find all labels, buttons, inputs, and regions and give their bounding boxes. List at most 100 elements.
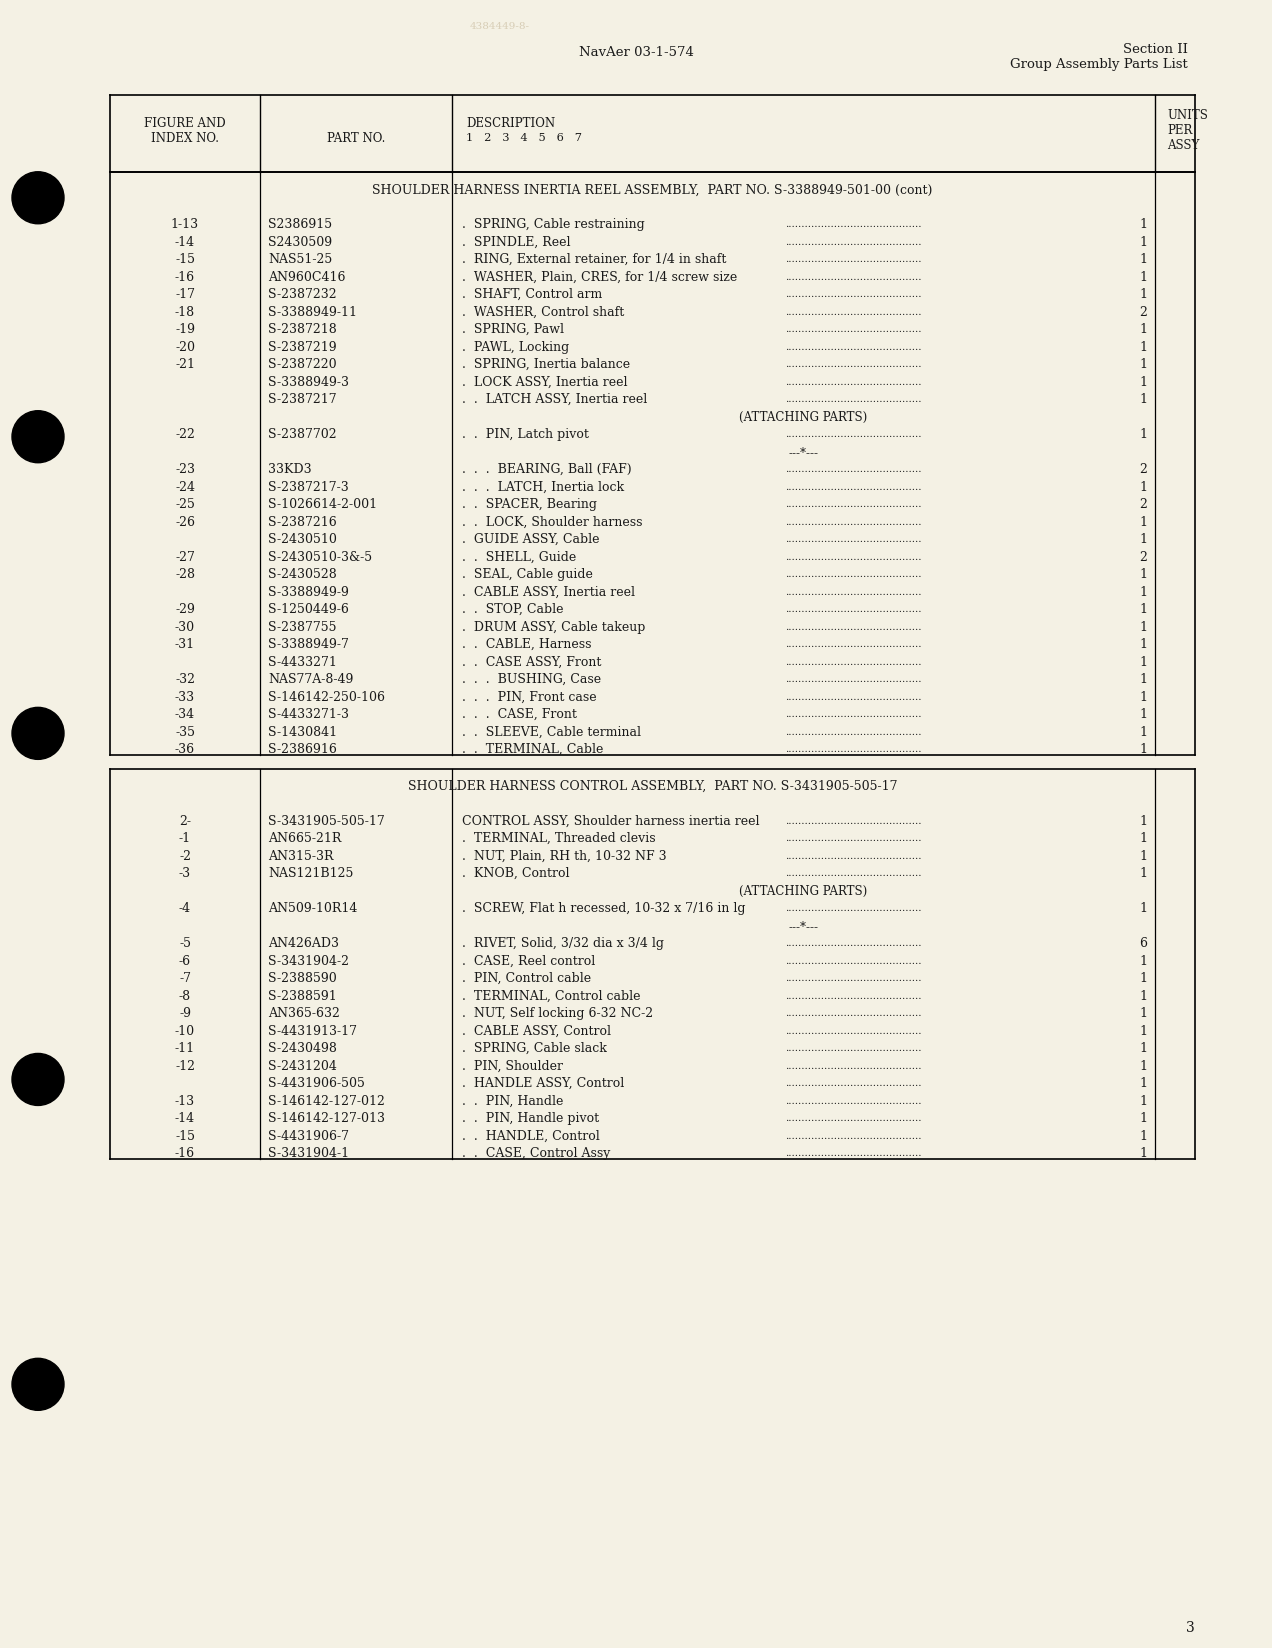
Text: 1: 1 (1138, 656, 1147, 669)
Text: -16: -16 (176, 1147, 195, 1160)
Text: -32: -32 (176, 674, 195, 686)
Text: S-146142-250-106: S-146142-250-106 (268, 691, 385, 704)
Text: 1: 1 (1138, 901, 1147, 915)
Text: ..........................................: ........................................… (785, 623, 922, 631)
Text: S-4431906-7: S-4431906-7 (268, 1131, 349, 1142)
Text: .  .  .  PIN, Front case: . . . PIN, Front case (462, 691, 597, 704)
Text: .  DRUM ASSY, Cable takeup: . DRUM ASSY, Cable takeup (462, 621, 645, 634)
Text: 1: 1 (1138, 972, 1147, 986)
Text: ..........................................: ........................................… (785, 501, 922, 509)
Text: ..........................................: ........................................… (785, 658, 922, 667)
Text: -26: -26 (176, 516, 195, 529)
Text: ..........................................: ........................................… (785, 221, 922, 229)
Text: S-2430510-3&-5: S-2430510-3&-5 (268, 550, 373, 564)
Text: AN426AD3: AN426AD3 (268, 938, 340, 951)
Text: .  CABLE ASSY, Inertia reel: . CABLE ASSY, Inertia reel (462, 585, 635, 598)
Text: -15: -15 (176, 254, 195, 267)
Text: 1: 1 (1138, 832, 1147, 845)
Text: 1: 1 (1138, 428, 1147, 442)
Text: -2: -2 (179, 850, 191, 864)
Text: S-2386916: S-2386916 (268, 743, 337, 756)
Text: .  .  TERMINAL, Cable: . . TERMINAL, Cable (462, 743, 603, 756)
Text: 1: 1 (1138, 725, 1147, 738)
Text: 1-13: 1-13 (170, 218, 198, 231)
Text: ..........................................: ........................................… (785, 1009, 922, 1018)
Text: -14: -14 (176, 1112, 195, 1126)
Text: -17: -17 (176, 288, 195, 302)
Text: S-1250449-6: S-1250449-6 (268, 603, 349, 616)
Text: ---*---: ---*--- (789, 445, 818, 458)
Text: ..........................................: ........................................… (785, 1079, 922, 1088)
Text: ..........................................: ........................................… (785, 1061, 922, 1071)
Text: 1: 1 (1138, 341, 1147, 354)
Text: SHOULDER HARNESS INERTIA REEL ASSEMBLY,  PART NO. S-3388949-501-00 (cont): SHOULDER HARNESS INERTIA REEL ASSEMBLY, … (373, 183, 932, 196)
Text: S-2387219: S-2387219 (268, 341, 337, 354)
Text: -9: -9 (179, 1007, 191, 1020)
Text: 2: 2 (1140, 463, 1147, 476)
Text: S-3388949-7: S-3388949-7 (268, 638, 349, 651)
Text: .  .  HANDLE, Control: . . HANDLE, Control (462, 1131, 600, 1142)
Text: ..........................................: ........................................… (785, 868, 922, 878)
Text: ..........................................: ........................................… (785, 1132, 922, 1140)
Text: 1: 1 (1138, 674, 1147, 686)
Text: NAS51-25: NAS51-25 (268, 254, 332, 267)
Text: .  .  .  BEARING, Ball (FAF): . . . BEARING, Ball (FAF) (462, 463, 632, 476)
Text: 1: 1 (1138, 1007, 1147, 1020)
Text: ..........................................: ........................................… (785, 1027, 922, 1035)
Text: ..........................................: ........................................… (785, 1114, 922, 1124)
Text: S-2387232: S-2387232 (268, 288, 337, 302)
Text: 1: 1 (1138, 481, 1147, 494)
Text: ..........................................: ........................................… (785, 641, 922, 649)
Text: 1: 1 (1138, 814, 1147, 827)
Text: S-3388949-11: S-3388949-11 (268, 307, 357, 318)
Text: -34: -34 (176, 709, 195, 722)
Text: .  SCREW, Flat h recessed, 10-32 x 7/16 in lg: . SCREW, Flat h recessed, 10-32 x 7/16 i… (462, 901, 745, 915)
Text: ..........................................: ........................................… (785, 957, 922, 966)
Text: -31: -31 (176, 638, 195, 651)
Circle shape (11, 410, 64, 463)
Text: ..........................................: ........................................… (785, 237, 922, 247)
Text: .  GUIDE ASSY, Cable: . GUIDE ASSY, Cable (462, 534, 599, 545)
Text: S-2387702: S-2387702 (268, 428, 337, 442)
Text: PER: PER (1166, 124, 1192, 137)
Text: .  LOCK ASSY, Inertia reel: . LOCK ASSY, Inertia reel (462, 376, 627, 389)
Circle shape (11, 1053, 64, 1106)
Text: 1: 1 (1138, 743, 1147, 756)
Text: INDEX NO.: INDEX NO. (151, 132, 219, 145)
Text: S-3388949-9: S-3388949-9 (268, 585, 349, 598)
Text: S-1430841: S-1430841 (268, 725, 337, 738)
Text: .  SHAFT, Control arm: . SHAFT, Control arm (462, 288, 602, 302)
Text: S-3431904-2: S-3431904-2 (268, 954, 349, 967)
Text: .  TERMINAL, Threaded clevis: . TERMINAL, Threaded clevis (462, 832, 655, 845)
Text: .  .  PIN, Handle pivot: . . PIN, Handle pivot (462, 1112, 599, 1126)
Text: -28: -28 (176, 569, 195, 582)
Text: 1: 1 (1138, 867, 1147, 880)
Text: S-2388591: S-2388591 (268, 990, 337, 1002)
Text: 1: 1 (1138, 1025, 1147, 1038)
Text: 2: 2 (1140, 550, 1147, 564)
Text: 1: 1 (1138, 270, 1147, 283)
Text: ..........................................: ........................................… (785, 396, 922, 404)
Text: S-2387218: S-2387218 (268, 323, 337, 336)
Text: S-2387755: S-2387755 (268, 621, 337, 634)
Text: .  .  STOP, Cable: . . STOP, Cable (462, 603, 563, 616)
Text: S-2431204: S-2431204 (268, 1060, 337, 1073)
Text: -10: -10 (176, 1025, 195, 1038)
Text: ..........................................: ........................................… (785, 343, 922, 351)
Text: S-146142-127-012: S-146142-127-012 (268, 1094, 385, 1107)
Text: (ATTACHING PARTS): (ATTACHING PARTS) (739, 410, 868, 424)
Text: .  .  CABLE, Harness: . . CABLE, Harness (462, 638, 591, 651)
Text: S-3388949-3: S-3388949-3 (268, 376, 349, 389)
Text: ..........................................: ........................................… (785, 308, 922, 316)
Text: 4384449-8-: 4384449-8- (469, 21, 530, 31)
Text: .  NUT, Self locking 6-32 NC-2: . NUT, Self locking 6-32 NC-2 (462, 1007, 653, 1020)
Text: Group Assembly Parts List: Group Assembly Parts List (1010, 58, 1188, 71)
Text: S2386915: S2386915 (268, 218, 332, 231)
Text: ..........................................: ........................................… (785, 536, 922, 544)
Text: AN960C416: AN960C416 (268, 270, 346, 283)
Text: ..........................................: ........................................… (785, 939, 922, 948)
Text: ..........................................: ........................................… (785, 377, 922, 387)
Text: 1: 1 (1138, 1042, 1147, 1055)
Text: 3: 3 (1187, 1622, 1194, 1635)
Text: 1: 1 (1138, 1131, 1147, 1142)
